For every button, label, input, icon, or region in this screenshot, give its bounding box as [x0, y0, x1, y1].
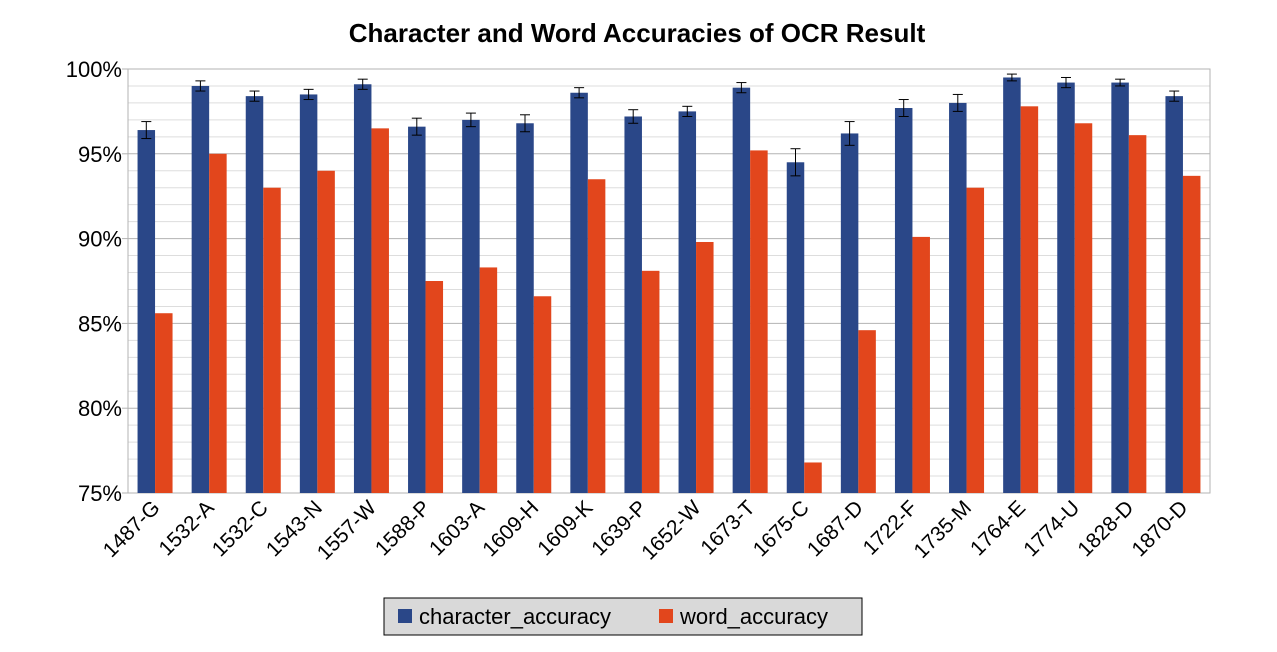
bar-character-accuracy-1675-C	[786, 162, 805, 493]
bar-character-accuracy-1603-A	[462, 119, 480, 493]
bar-character-accuracy-1543-N	[299, 94, 318, 493]
bar-character-accuracy-1722-F	[894, 108, 913, 494]
x-tick-label-1487-G: 1487-G	[99, 496, 165, 562]
bar-word-accuracy-1652-W	[696, 241, 714, 493]
bar-character-accuracy-1687-D	[840, 133, 859, 493]
grid	[128, 68, 1210, 494]
bar-character-accuracy-1588-P	[408, 126, 426, 493]
y-tick-label: 90%	[78, 227, 122, 252]
bar-character-accuracy-1735-M	[949, 102, 967, 494]
bar-word-accuracy-1609-K	[587, 179, 606, 494]
x-tick-label-1609-K: 1609-K	[533, 496, 597, 560]
bar-character-accuracy-1532-A	[191, 85, 210, 494]
bar-word-accuracy-1588-P	[425, 281, 444, 493]
legend-label-character-accuracy: character_accuracy	[419, 604, 611, 629]
bar-word-accuracy-1603-A	[479, 267, 498, 493]
y-axis: 75% 80% 85% 90% 95% 100%	[66, 57, 128, 506]
bar-character-accuracy-1673-T	[732, 87, 751, 493]
bar-word-accuracy-1543-N	[317, 170, 335, 493]
x-tick-label-1588-P: 1588-P	[371, 496, 435, 560]
y-tick-label: 75%	[78, 481, 122, 506]
x-tick-label-1652-W: 1652-W	[637, 496, 705, 564]
bar-word-accuracy-1675-C	[804, 462, 822, 493]
bar-word-accuracy-1673-T	[750, 150, 768, 493]
bar-character-accuracy-1609-K	[570, 92, 588, 493]
x-tick-label-1532-C: 1532-C	[208, 496, 273, 561]
bars	[137, 77, 1201, 494]
bar-word-accuracy-1828-D	[1128, 135, 1147, 494]
chart-title: Character and Word Accuracies of OCR Res…	[349, 18, 926, 48]
bar-character-accuracy-1532-C	[245, 96, 264, 494]
y-tick-label: 85%	[78, 311, 122, 336]
x-tick-label-1870-D: 1870-D	[1128, 496, 1193, 561]
x-tick-label-1603-A: 1603-A	[425, 496, 489, 560]
y-tick-label: 100%	[66, 57, 122, 82]
bar-word-accuracy-1764-E	[1020, 106, 1039, 493]
bar-word-accuracy-1687-D	[858, 330, 876, 493]
error-bars	[141, 73, 1180, 177]
legend: character_accuracy word_accuracy	[383, 597, 863, 636]
legend-swatch-word-accuracy	[659, 609, 673, 623]
legend-label-word-accuracy: word_accuracy	[679, 604, 828, 629]
bar-character-accuracy-1639-P	[624, 116, 642, 493]
x-tick-label-1673-T: 1673-T	[696, 496, 759, 559]
bar-character-accuracy-1870-D	[1165, 96, 1183, 494]
bar-character-accuracy-1557-W	[353, 84, 372, 493]
x-tick-label-1774-U: 1774-U	[1019, 496, 1084, 561]
bar-character-accuracy-1828-D	[1111, 82, 1129, 494]
x-tick-label-1609-H: 1609-H	[478, 496, 543, 561]
bar-character-accuracy-1774-U	[1057, 82, 1075, 494]
bar-word-accuracy-1639-P	[641, 270, 660, 493]
bar-character-accuracy-1652-W	[678, 111, 697, 494]
bar-word-accuracy-1557-W	[371, 128, 389, 494]
legend-swatch-character-accuracy	[398, 609, 412, 623]
x-tick-label-1828-D: 1828-D	[1073, 496, 1138, 561]
x-tick-label-1735-M: 1735-M	[909, 496, 976, 563]
bar-character-accuracy-1487-G	[137, 130, 156, 493]
bar-word-accuracy-1609-H	[533, 296, 552, 493]
bar-word-accuracy-1487-G	[155, 313, 173, 493]
x-tick-label-1557-W: 1557-W	[313, 496, 381, 564]
x-tick-label-1675-C: 1675-C	[749, 496, 814, 561]
bar-word-accuracy-1722-F	[912, 236, 930, 494]
plot-area	[127, 68, 1211, 494]
x-tick-label-1764-E: 1764-E	[966, 496, 1030, 560]
bar-word-accuracy-1774-U	[1074, 123, 1093, 493]
bar-word-accuracy-1532-C	[263, 187, 281, 493]
y-tick-label: 95%	[78, 142, 122, 167]
x-axis: 1487-G1532-A1532-C1543-N1557-W1588-P1603…	[99, 496, 1193, 564]
x-tick-label-1532-A: 1532-A	[155, 496, 219, 560]
bar-character-accuracy-1764-E	[1003, 77, 1021, 493]
bar-character-accuracy-1609-H	[516, 123, 534, 493]
bar-word-accuracy-1735-M	[966, 187, 985, 493]
y-tick-label: 80%	[78, 396, 122, 421]
x-tick-label-1687-D: 1687-D	[803, 496, 868, 561]
bar-word-accuracy-1870-D	[1182, 175, 1201, 493]
legend-box	[383, 597, 863, 636]
bar-word-accuracy-1532-A	[209, 153, 227, 494]
